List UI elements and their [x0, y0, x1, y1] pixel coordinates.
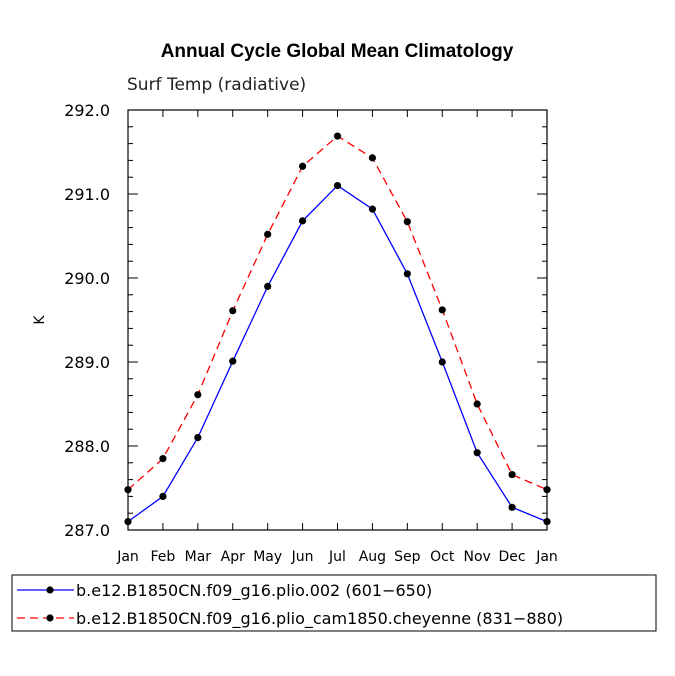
x-tick-label: Jun	[291, 549, 314, 565]
series-1-point	[124, 486, 132, 494]
x-tick-label: Feb	[151, 549, 176, 565]
x-tick-label: Jan	[116, 549, 139, 565]
series-1-point	[264, 230, 272, 238]
series-1-point	[194, 391, 202, 399]
legend-swatch-marker-0	[46, 586, 54, 594]
axes	[127, 109, 548, 531]
legend-label-1: b.e12.B1850CN.f09_g16.plio_cam1850.cheye…	[76, 609, 563, 629]
series-0-point	[333, 182, 342, 190]
y-tick-label: 287.0	[64, 521, 110, 540]
series-1-point	[368, 154, 377, 162]
y-tick-label: 292.0	[64, 101, 110, 120]
y-tick-label: 291.0	[64, 185, 110, 204]
chart-title: Annual Cycle Global Mean Climatology	[161, 41, 514, 62]
series-0-point	[194, 434, 202, 442]
series-0-point	[368, 205, 377, 213]
series-1-point	[159, 455, 167, 463]
legend-box	[11, 574, 657, 632]
x-tick-label: Apr	[221, 549, 245, 565]
series-1-point	[438, 306, 446, 314]
series-0-point	[264, 282, 272, 290]
legend-label-0: b.e12.B1850CN.f09_g16.plio.002 (601−650)	[76, 581, 432, 601]
x-tick-label: Jul	[328, 549, 346, 565]
series-1-point	[403, 218, 411, 226]
y-axis-label: K	[32, 315, 48, 325]
x-tick-label: Mar	[185, 549, 212, 565]
series-0-point	[298, 217, 307, 225]
chart-subtitle: Surf Temp (radiative)	[127, 75, 306, 95]
legend: b.e12.B1850CN.f09_g16.plio.002 (601−650)…	[11, 574, 657, 632]
series-1-point	[298, 162, 307, 170]
x-tick-label: Sep	[394, 549, 421, 565]
series-0-point	[543, 518, 551, 526]
y-tick-labels: 287.0 288.0 289.0 290.0 291.0 292.0	[64, 101, 110, 540]
series-0-point	[403, 270, 411, 278]
series-0-point	[159, 492, 167, 500]
series-0-point	[229, 357, 237, 365]
series-1-point	[508, 470, 516, 479]
y-tick-label: 289.0	[64, 353, 110, 372]
legend-swatch-marker-1	[46, 614, 54, 622]
x-tick-label: Nov	[464, 549, 491, 565]
x-tick-label: Jan	[535, 549, 558, 565]
series-0-point	[473, 449, 481, 457]
series-1-point	[543, 486, 551, 494]
series-0-point	[508, 503, 516, 511]
x-tick-label: May	[253, 549, 282, 565]
series-0-point	[438, 358, 446, 366]
x-tick-label: Oct	[430, 549, 455, 565]
series-1-point	[473, 400, 481, 408]
x-tick-label: Dec	[499, 549, 526, 565]
series-1-point	[229, 307, 237, 315]
series-group	[124, 132, 551, 526]
x-tick-label: Aug	[359, 549, 386, 565]
series-0-point	[124, 518, 132, 526]
y-tick-label: 288.0	[64, 437, 110, 456]
series-line-0	[127, 184, 548, 523]
x-tick-labels: Jan Feb Mar Apr May Jun Jul Aug Sep Oct Nov Dec Jan	[116, 549, 558, 565]
y-tick-label: 290.0	[64, 269, 110, 288]
plot-frame	[127, 109, 548, 531]
series-1-point	[333, 132, 342, 140]
